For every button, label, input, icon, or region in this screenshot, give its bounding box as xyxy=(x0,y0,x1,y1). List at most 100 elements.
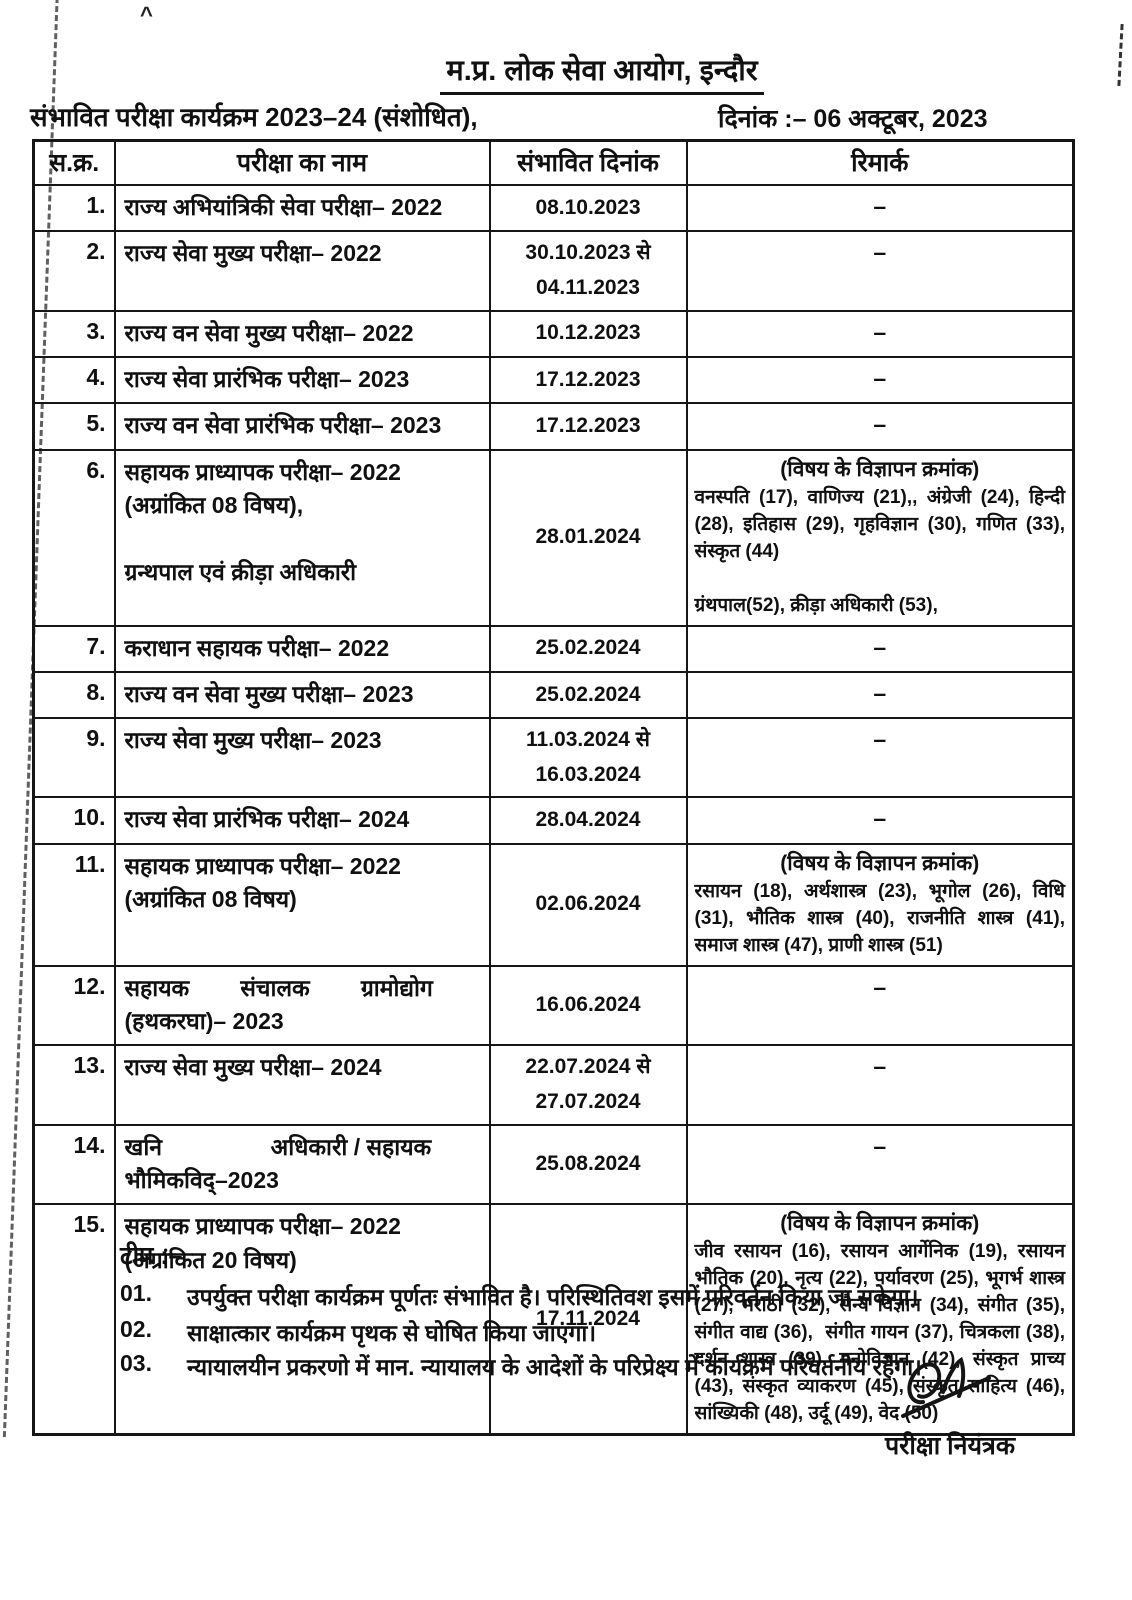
table-row: 7. कराधान सहायक परीक्षा– 2022 25.02.2024… xyxy=(32,624,1075,673)
note-text: न्यायालयीन प्रकरणो में मान. न्यायालय के … xyxy=(187,1354,922,1380)
remark-heading: (विषय के विज्ञापन क्रमांक) xyxy=(780,851,980,875)
scan-caret-artifact: ^ xyxy=(140,2,153,27)
row-serial-no: 5. xyxy=(32,402,116,451)
note-number: 02. xyxy=(120,1316,152,1342)
table-row: 2. राज्य सेवा मुख्य परीक्षा– 2022 30.10.… xyxy=(32,230,1075,312)
row-date: 17.12.2023 xyxy=(488,402,688,451)
row-serial-no: 10. xyxy=(32,796,116,845)
row-exam-name: राज्य अभियांत्रिकी सेवा परीक्षा– 2022 xyxy=(113,183,491,233)
schedule-table-body: 1. राज्य अभियांत्रिकी सेवा परीक्षा– 2022… xyxy=(32,183,1075,1436)
row-serial-no: 1. xyxy=(32,183,116,233)
row-date: 17.12.2023 xyxy=(488,355,688,405)
row-date: 28.04.2024 xyxy=(488,796,688,845)
table-row: 8. राज्य वन सेवा मुख्य परीक्षा– 2023 25.… xyxy=(32,670,1075,720)
signature-label: परीक्षा नियंत्रक xyxy=(884,1432,1016,1460)
remark-body: रसायन (18), अर्थशास्त्र (23), भूगोल (26)… xyxy=(694,880,1071,956)
row-date: 16.06.2024 xyxy=(488,964,688,1047)
row-remark: – xyxy=(685,1123,1075,1206)
remark-body: वनस्पति (17), वाणिज्य (21),, अंग्रेजी (2… xyxy=(694,486,1066,616)
row-exam-name: सहायक प्राध्यापक परीक्षा– 2022 (अग्रांकि… xyxy=(113,842,491,967)
header-exam-name: परीक्षा का नाम xyxy=(113,139,491,186)
row-exam-name: सहायक प्राध्यापक परीक्षा– 2022 (अग्रांकि… xyxy=(113,1203,491,1436)
row-exam-name: खनि अधिकारी / सहायक भौमिकविद्–2023 xyxy=(113,1123,491,1206)
row-remark: – xyxy=(685,624,1075,673)
row-remark: – xyxy=(685,183,1075,233)
row-remark: – xyxy=(685,670,1075,720)
row-exam-name: राज्य सेवा मुख्य परीक्षा– 2022 xyxy=(113,230,491,312)
note-text: साक्षात्कार कार्यक्रम पृथक से घोषित किया… xyxy=(187,1320,597,1346)
row-remark: – xyxy=(685,355,1075,405)
row-date: 28.01.2024 xyxy=(488,448,688,627)
row-serial-no: 11. xyxy=(32,842,116,967)
row-serial-no: 7. xyxy=(32,624,116,673)
row-exam-name: राज्य वन सेवा मुख्य परीक्षा– 2022 xyxy=(113,309,491,358)
document-title: म.प्र. लोक सेवा आयोग, इन्दौर xyxy=(0,50,1132,95)
row-serial-no: 9. xyxy=(32,717,116,799)
note-number: 03. xyxy=(120,1350,152,1376)
table-row: 13. राज्य सेवा मुख्य परीक्षा– 2024 22.07… xyxy=(32,1044,1075,1126)
row-date: 25.08.2024 xyxy=(488,1123,688,1206)
row-serial-no: 15. xyxy=(32,1203,116,1436)
row-remark: – xyxy=(685,402,1075,451)
row-remark: – xyxy=(685,1044,1075,1126)
table-row: 9. राज्य सेवा मुख्य परीक्षा– 2023 11.03.… xyxy=(32,717,1075,799)
exam-schedule-table: स.क्र. परीक्षा का नाम संभावित दिनांक रिम… xyxy=(32,139,1075,1437)
row-date: 10.12.2023 xyxy=(488,309,688,358)
header-serial-no: स.क्र. xyxy=(32,139,116,186)
signature-block: परीक्षा नियंत्रक xyxy=(845,1352,1055,1462)
row-date: 22.07.2024 से 27.07.2024 xyxy=(488,1044,688,1126)
table-row: 6. सहायक प्राध्यापक परीक्षा– 2022 (अग्रा… xyxy=(32,448,1075,627)
table-header-row: स.क्र. परीक्षा का नाम संभावित दिनांक रिम… xyxy=(32,139,1075,186)
note-item: 01. उपर्युक्त परीक्षा कार्यक्रम पूर्णतः स… xyxy=(120,1280,1060,1312)
note-number: 01. xyxy=(120,1280,152,1306)
row-remark: (विषय के विज्ञापन क्रमांक) रसायन (18), अर… xyxy=(685,842,1075,967)
row-exam-name: राज्य सेवा प्रारंभिक परीक्षा– 2024 xyxy=(113,796,491,845)
row-date: 08.10.2023 xyxy=(488,183,688,233)
row-remark: – xyxy=(685,796,1075,845)
header-tentative-date: संभावित दिनांक xyxy=(488,139,688,186)
remark-body: जीव रसायन (16), रसायन आर्गेनिक (19), रसा… xyxy=(694,1241,1071,1425)
remark-heading: (विषय के विज्ञापन क्रमांक) xyxy=(780,457,980,481)
row-exam-name: सहायक संचालक ग्रामोद्योग (हथकरघा)– 2023 xyxy=(113,964,491,1047)
row-serial-no: 4. xyxy=(32,355,116,405)
row-date: 25.02.2024 xyxy=(488,670,688,720)
row-date: 11.03.2024 से 16.03.2024 xyxy=(488,717,688,799)
table-row: 12. सहायक संचालक ग्रामोद्योग (हथकरघा)– 2… xyxy=(32,964,1075,1047)
row-date: 17.11.2024 xyxy=(488,1203,688,1436)
row-date: 30.10.2023 से 04.11.2023 xyxy=(488,230,688,312)
row-serial-no: 13. xyxy=(32,1044,116,1126)
row-exam-name: राज्य वन सेवा प्रारंभिक परीक्षा– 2023 xyxy=(113,402,491,451)
note-item: 02. साक्षात्कार कार्यक्रम पृथक से घोषित क… xyxy=(120,1316,1060,1348)
table-row: 5. राज्य वन सेवा प्रारंभिक परीक्षा– 2023… xyxy=(32,402,1075,451)
row-exam-name: कराधान सहायक परीक्षा– 2022 xyxy=(113,624,491,673)
row-serial-no: 8. xyxy=(32,670,116,720)
notes-label: टीप :– xyxy=(120,1242,183,1270)
row-exam-name: सहायक प्राध्यापक परीक्षा– 2022 (अग्रांकि… xyxy=(113,448,491,627)
row-remark: (विषय के विज्ञापन क्रमांक) जीव रसायन (16)… xyxy=(685,1203,1075,1436)
row-serial-no: 3. xyxy=(32,309,116,358)
row-date: 25.02.2024 xyxy=(488,624,688,673)
row-exam-name: राज्य वन सेवा मुख्य परीक्षा– 2023 xyxy=(113,670,491,720)
remark-heading: (विषय के विज्ञापन क्रमांक) xyxy=(780,1212,980,1236)
header-remark: रिमार्क xyxy=(685,139,1075,186)
row-remark: (विषय के विज्ञापन क्रमांक) वनस्पति (17), … xyxy=(685,448,1075,627)
row-date: 02.06.2024 xyxy=(488,842,688,967)
table-row: 10. राज्य सेवा प्रारंभिक परीक्षा– 2024 2… xyxy=(32,796,1075,845)
row-serial-no: 2. xyxy=(32,230,116,312)
row-remark: – xyxy=(685,309,1075,358)
table-row: 3. राज्य वन सेवा मुख्य परीक्षा– 2022 10.… xyxy=(32,309,1075,358)
exam-schedule-table-wrap: स.क्र. परीक्षा का नाम संभावित दिनांक रिम… xyxy=(32,139,1075,1437)
table-row: 4. राज्य सेवा प्रारंभिक परीक्षा– 2023 17… xyxy=(32,355,1075,405)
document-date: दिनांक :– 06 अक्टूबर, 2023 xyxy=(718,105,988,133)
table-row: 1. राज्य अभियांत्रिकी सेवा परीक्षा– 2022… xyxy=(32,183,1075,233)
note-text: उपर्युक्त परीक्षा कार्यक्रम पूर्णतः संभा… xyxy=(187,1284,919,1310)
row-exam-name: राज्य सेवा मुख्य परीक्षा– 2023 xyxy=(113,717,491,799)
row-remark: – xyxy=(685,964,1075,1047)
table-row: 14. खनि अधिकारी / सहायक भौमिकविद्–2023 2… xyxy=(32,1123,1075,1206)
row-serial-no: 14. xyxy=(32,1123,116,1206)
row-exam-name: राज्य सेवा प्रारंभिक परीक्षा– 2023 xyxy=(113,355,491,405)
note-item: 03. न्यायालयीन प्रकरणो में मान. न्यायालय … xyxy=(120,1350,1060,1382)
row-serial-no: 12. xyxy=(32,964,116,1047)
row-exam-name: राज्य सेवा मुख्य परीक्षा– 2024 xyxy=(113,1044,491,1126)
